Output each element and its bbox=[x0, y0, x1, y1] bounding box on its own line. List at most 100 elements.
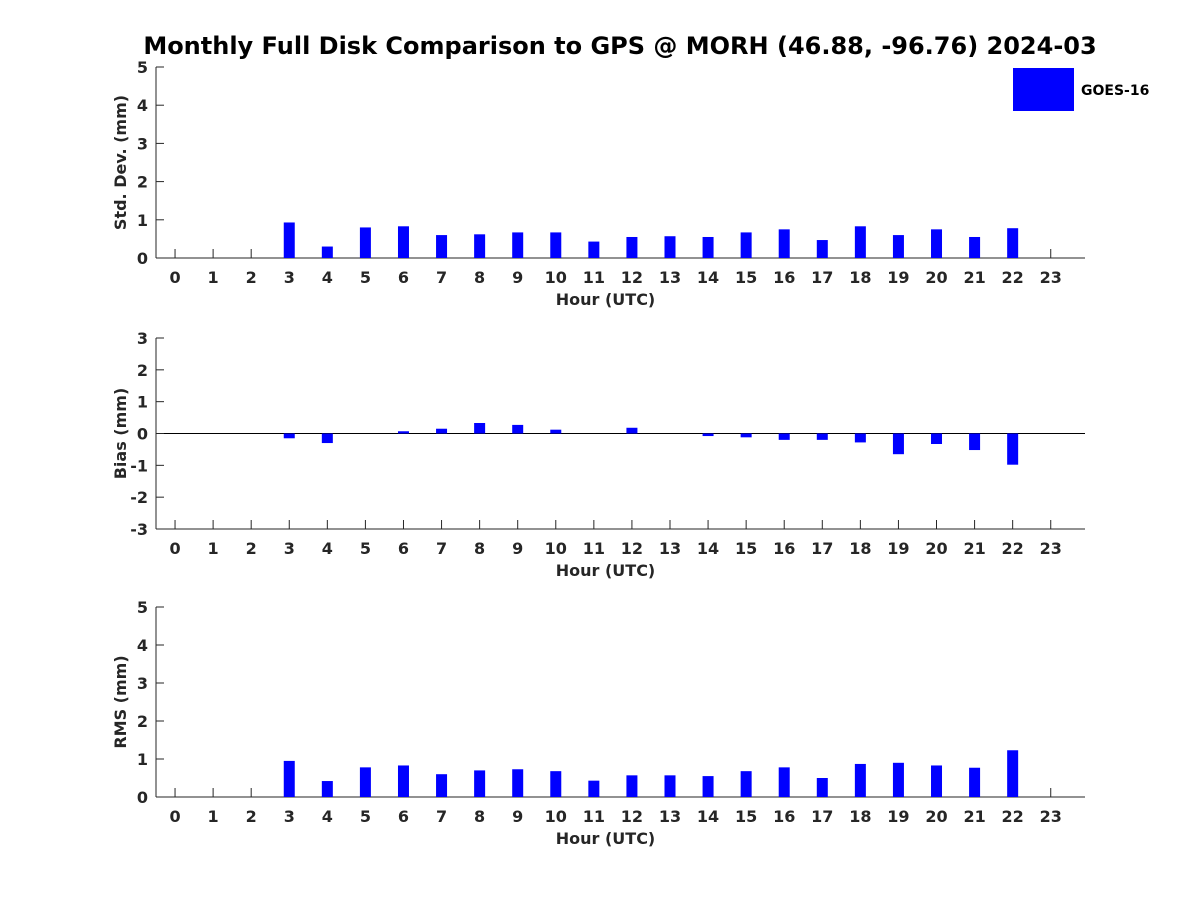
x-tick-label: 12 bbox=[621, 539, 643, 558]
x-tick-label: 19 bbox=[887, 268, 909, 287]
x-tick-label: 12 bbox=[621, 268, 643, 287]
bar-hour-19 bbox=[892, 433, 904, 455]
bar-hour-21 bbox=[969, 767, 981, 797]
bar-hour-20 bbox=[931, 433, 943, 445]
x-tick-label: 21 bbox=[963, 807, 985, 826]
x-tick-label: 4 bbox=[322, 268, 333, 287]
x-tick-label: 0 bbox=[169, 268, 180, 287]
x-tick-label: 6 bbox=[398, 268, 409, 287]
y-tick-label: -2 bbox=[130, 488, 148, 507]
x-axis-label: Hour (UTC) bbox=[556, 829, 656, 848]
x-tick-label: 18 bbox=[849, 807, 871, 826]
bar-hour-6 bbox=[397, 226, 409, 258]
x-tick-label: 13 bbox=[659, 539, 681, 558]
bar-hour-7 bbox=[436, 235, 448, 258]
bar-hour-18 bbox=[854, 433, 866, 443]
bar-hour-16 bbox=[778, 433, 790, 440]
x-tick-label: 10 bbox=[545, 539, 567, 558]
x-tick-label: 2 bbox=[246, 268, 257, 287]
x-tick-label: 11 bbox=[583, 539, 605, 558]
x-tick-label: 8 bbox=[474, 539, 485, 558]
x-tick-label: 14 bbox=[697, 807, 719, 826]
bar-hour-14 bbox=[702, 236, 714, 258]
x-tick-label: 3 bbox=[284, 807, 295, 826]
x-tick-label: 17 bbox=[811, 268, 833, 287]
x-tick-label: 6 bbox=[398, 807, 409, 826]
y-tick-label: 2 bbox=[137, 173, 148, 192]
x-axis-label: Hour (UTC) bbox=[556, 290, 656, 309]
x-tick-label: 3 bbox=[284, 268, 295, 287]
x-tick-label: 22 bbox=[1002, 807, 1024, 826]
bar-hour-9 bbox=[512, 424, 524, 434]
x-tick-label: 17 bbox=[811, 807, 833, 826]
x-tick-label: 11 bbox=[583, 807, 605, 826]
y-tick-label: -1 bbox=[130, 456, 148, 475]
y-tick-label: 0 bbox=[137, 249, 148, 268]
x-tick-label: 20 bbox=[925, 807, 947, 826]
bar-hour-14 bbox=[702, 776, 714, 797]
bar-hour-3 bbox=[283, 433, 295, 439]
bar-hour-13 bbox=[664, 236, 676, 258]
x-tick-label: 13 bbox=[659, 807, 681, 826]
bar-hour-21 bbox=[969, 236, 981, 258]
x-tick-label: 22 bbox=[1002, 539, 1024, 558]
x-tick-label: 12 bbox=[621, 807, 643, 826]
bar-hour-22 bbox=[1007, 433, 1019, 465]
x-tick-label: 20 bbox=[925, 268, 947, 287]
bar-hour-15 bbox=[740, 771, 752, 797]
bar-hour-17 bbox=[816, 240, 828, 258]
x-tick-label: 0 bbox=[169, 807, 180, 826]
x-tick-label: 7 bbox=[436, 268, 447, 287]
x-tick-label: 4 bbox=[322, 539, 333, 558]
bar-hour-14 bbox=[702, 433, 714, 437]
bar-hour-19 bbox=[892, 762, 904, 797]
bar-hour-10 bbox=[550, 429, 562, 434]
x-tick-label: 14 bbox=[697, 539, 719, 558]
x-tick-label: 15 bbox=[735, 807, 757, 826]
bar-hour-10 bbox=[550, 232, 562, 258]
bar-hour-15 bbox=[740, 433, 752, 438]
bar-hour-8 bbox=[474, 422, 486, 434]
bar-hour-12 bbox=[626, 236, 638, 258]
bar-hour-9 bbox=[512, 769, 524, 797]
bar-hour-20 bbox=[931, 229, 943, 258]
x-tick-label: 16 bbox=[773, 807, 795, 826]
x-tick-label: 10 bbox=[545, 268, 567, 287]
bar-hour-8 bbox=[474, 234, 486, 258]
x-tick-label: 1 bbox=[208, 807, 219, 826]
legend-label: GOES-16 bbox=[1081, 83, 1149, 99]
bar-hour-6 bbox=[397, 765, 409, 797]
bar-hour-3 bbox=[283, 760, 295, 797]
bar-hour-3 bbox=[283, 222, 295, 258]
x-tick-label: 8 bbox=[474, 268, 485, 287]
bar-hour-4 bbox=[321, 433, 333, 444]
bar-hour-22 bbox=[1007, 228, 1019, 258]
bar-hour-9 bbox=[512, 232, 524, 258]
x-tick-label: 17 bbox=[811, 539, 833, 558]
legend: GOES-16 bbox=[1013, 68, 1149, 111]
x-tick-label: 18 bbox=[849, 539, 871, 558]
x-tick-label: 22 bbox=[1002, 268, 1024, 287]
x-tick-label: 8 bbox=[474, 807, 485, 826]
y-tick-label: -3 bbox=[130, 520, 148, 539]
x-tick-label: 3 bbox=[284, 539, 295, 558]
x-tick-label: 5 bbox=[360, 539, 371, 558]
x-tick-label: 15 bbox=[735, 539, 757, 558]
bar-hour-16 bbox=[778, 229, 790, 258]
x-tick-label: 6 bbox=[398, 539, 409, 558]
bar-hour-4 bbox=[321, 781, 333, 797]
x-tick-label: 9 bbox=[512, 807, 523, 826]
bar-hour-20 bbox=[931, 765, 943, 797]
y-tick-label: 4 bbox=[137, 96, 148, 115]
y-tick-label: 2 bbox=[137, 361, 148, 380]
x-axis-label: Hour (UTC) bbox=[556, 561, 656, 580]
x-tick-label: 15 bbox=[735, 268, 757, 287]
y-tick-label: 0 bbox=[137, 425, 148, 444]
bar-hour-5 bbox=[359, 767, 371, 797]
